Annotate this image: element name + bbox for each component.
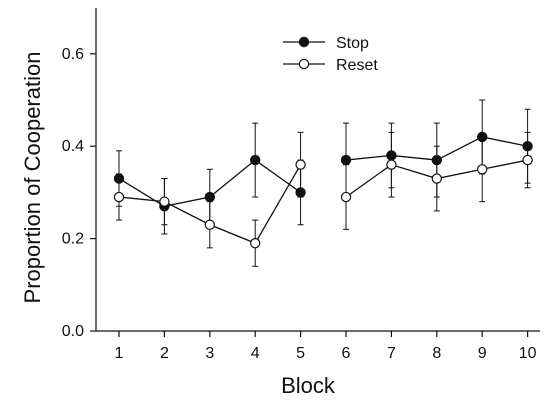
y-tick-label: 0.6 bbox=[62, 46, 84, 63]
stop-point bbox=[249, 154, 261, 166]
legend-label-reset: Reset bbox=[336, 57, 378, 74]
reset-point bbox=[431, 173, 442, 184]
x-tick-label: 1 bbox=[115, 345, 124, 362]
legend-marker-reset bbox=[298, 58, 310, 70]
stop-point bbox=[386, 150, 397, 161]
reset-point bbox=[340, 191, 352, 203]
reset-point bbox=[249, 238, 261, 249]
reset-point bbox=[477, 164, 488, 175]
x-tick-label: 7 bbox=[387, 345, 396, 362]
x-tick-label: 3 bbox=[205, 345, 214, 362]
x-tick-label: 2 bbox=[160, 345, 169, 362]
stop-point bbox=[522, 140, 533, 152]
x-tick-label: 4 bbox=[251, 345, 260, 362]
x-tick-label: 8 bbox=[432, 345, 441, 362]
stop-point bbox=[477, 131, 488, 143]
error-bars bbox=[116, 99, 531, 267]
legend: Stop Reset bbox=[283, 35, 378, 74]
x-tick-label: 9 bbox=[478, 345, 487, 362]
reset-point bbox=[113, 191, 125, 203]
x-tick-label: 6 bbox=[342, 345, 351, 362]
y-tick-label: 0.4 bbox=[62, 138, 84, 155]
reset-point bbox=[522, 154, 533, 166]
reset-point bbox=[386, 159, 397, 170]
x-axis-title: Block bbox=[281, 373, 336, 398]
data-points bbox=[113, 131, 533, 249]
axes: 0.0 0.2 0.4 0.6 1 2 3 4 5 6 7 8 9 10 Block Proportion o… bbox=[20, 8, 540, 398]
x-tick-label: 5 bbox=[296, 345, 305, 362]
reset-point bbox=[159, 196, 170, 207]
stop-point bbox=[204, 191, 215, 203]
legend-marker-stop bbox=[298, 36, 310, 48]
stop-point bbox=[431, 154, 442, 166]
reset-point bbox=[204, 219, 215, 230]
x-tick-label: 10 bbox=[519, 345, 537, 362]
stop-point bbox=[113, 173, 125, 184]
reset-point bbox=[295, 159, 306, 170]
y-axis-title: Proportion of Cooperation bbox=[20, 52, 45, 304]
legend-label-stop: Stop bbox=[336, 35, 369, 52]
stop-point bbox=[295, 187, 306, 198]
stop-point bbox=[340, 154, 352, 166]
y-tick-label: 0.2 bbox=[62, 231, 84, 248]
y-tick-label: 0.0 bbox=[62, 323, 84, 340]
series-lines bbox=[118, 136, 528, 245]
